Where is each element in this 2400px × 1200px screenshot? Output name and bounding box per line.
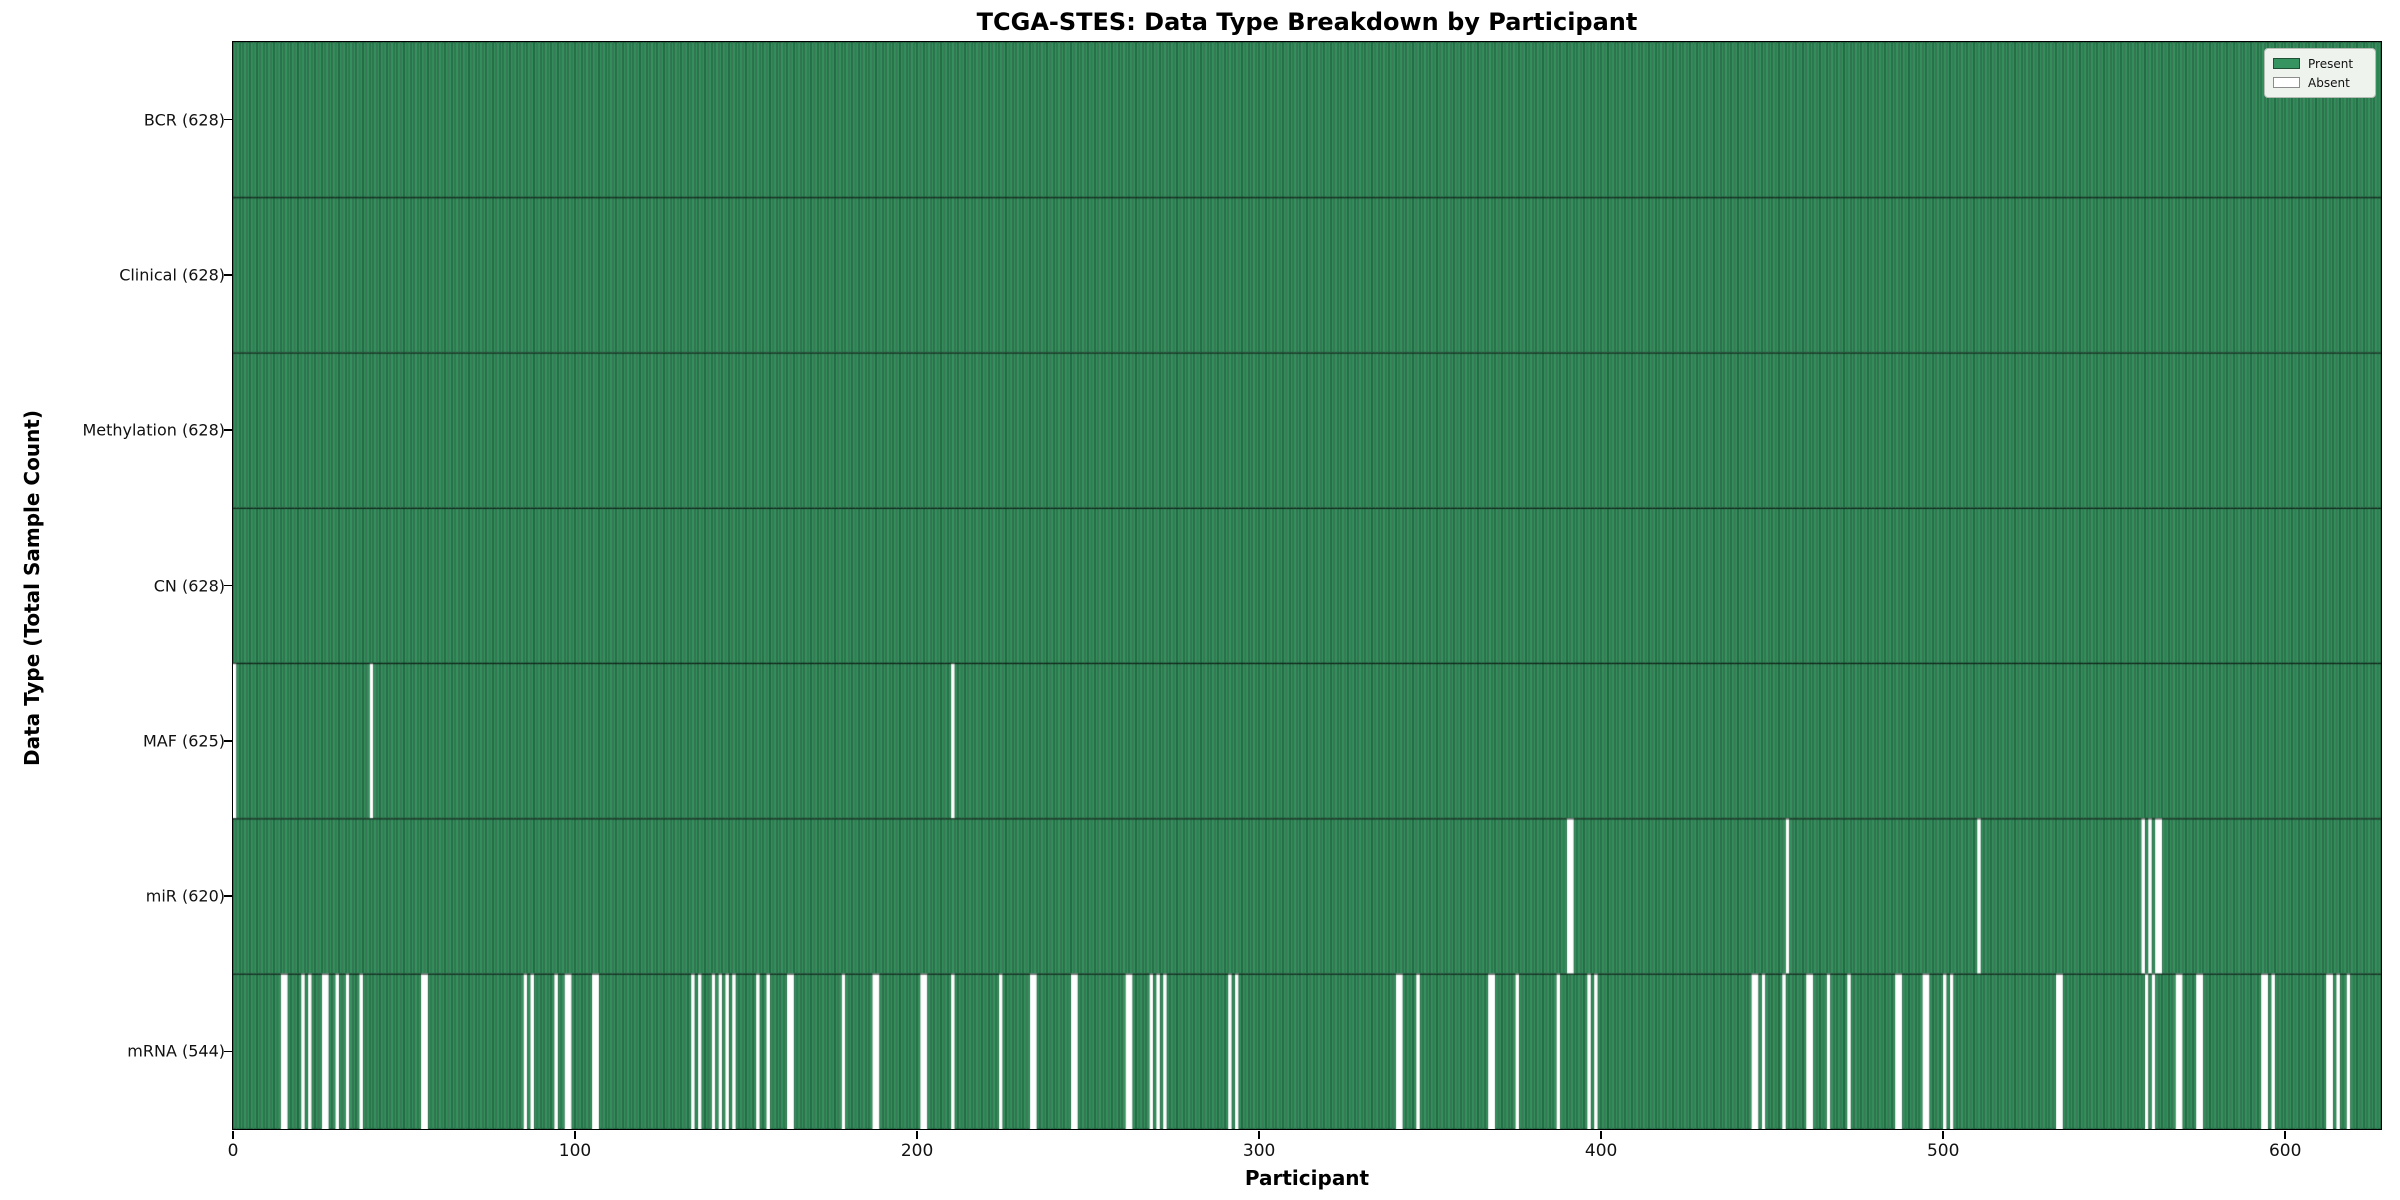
y-tick-label-Methylation: Methylation (628) bbox=[82, 420, 225, 440]
x-tick-mark bbox=[916, 1131, 918, 1139]
y-tick-label-miR: miR (620) bbox=[145, 886, 225, 906]
legend-entry-present: Present bbox=[2273, 54, 2367, 73]
y-tick-label-mRNA: mRNA (544) bbox=[127, 1041, 225, 1061]
legend-swatch-absent bbox=[2273, 77, 2300, 88]
x-tick-mark bbox=[2284, 1131, 2286, 1139]
x-tick-label-400: 400 bbox=[1584, 1141, 1618, 1161]
chart-title: TCGA-STES: Data Type Breakdown by Partic… bbox=[976, 8, 1638, 36]
y-tick-mark bbox=[224, 1050, 232, 1053]
legend-label: Absent bbox=[2308, 75, 2350, 90]
legend-entry-absent: Absent bbox=[2273, 73, 2367, 92]
y-tick-mark bbox=[224, 584, 232, 587]
y-tick-label-CN: CN (628) bbox=[153, 576, 225, 595]
legend-label: Present bbox=[2308, 56, 2354, 71]
y-tick-mark bbox=[224, 740, 232, 742]
heatmap-canvas bbox=[233, 42, 2381, 1129]
y-tick-mark bbox=[224, 118, 232, 121]
y-tick-mark bbox=[224, 429, 232, 431]
x-tick-mark bbox=[1942, 1131, 1944, 1139]
x-tick-mark bbox=[1600, 1131, 1602, 1139]
y-tick-label-BCR: BCR (628) bbox=[143, 110, 225, 130]
x-tick-label-600: 600 bbox=[2268, 1141, 2302, 1161]
x-tick-label-0: 0 bbox=[227, 1141, 239, 1161]
y-tick-mark bbox=[224, 895, 232, 897]
plot-area bbox=[232, 41, 2382, 1130]
y-tick-mark bbox=[224, 274, 232, 276]
legend: Present Absent bbox=[2264, 48, 2376, 98]
x-tick-label-500: 500 bbox=[1926, 1141, 1960, 1161]
y-tick-label-MAF: MAF (625) bbox=[142, 731, 225, 751]
x-tick-mark bbox=[574, 1131, 576, 1139]
legend-swatch-present bbox=[2273, 58, 2300, 69]
x-tick-label-100: 100 bbox=[558, 1141, 592, 1161]
y-tick-label-Clinical: Clinical (628) bbox=[119, 265, 225, 285]
x-tick-label-200: 200 bbox=[900, 1141, 934, 1161]
x-tick-mark bbox=[232, 1131, 234, 1139]
x-tick-label-300: 300 bbox=[1242, 1141, 1276, 1161]
x-axis-label: Participant bbox=[1244, 1166, 1370, 1190]
x-tick-mark bbox=[1258, 1131, 1260, 1139]
